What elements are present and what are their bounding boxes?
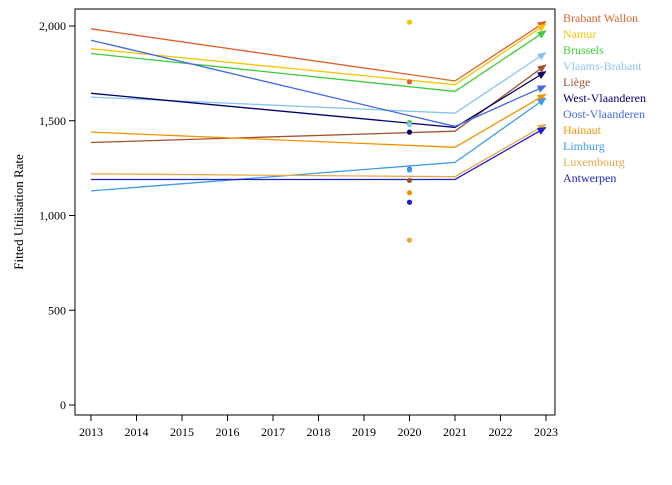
x-tick-label: 2016 — [216, 425, 240, 439]
series-points-2020 — [406, 19, 413, 243]
x-tick-label: 2018 — [307, 425, 331, 439]
x-tick-label: 2021 — [443, 425, 467, 439]
series-arrowhead-2 — [536, 30, 547, 39]
plot-frame — [74, 8, 556, 416]
y-tick-label: 1,000 — [39, 209, 66, 223]
x-tick-label: 2017 — [261, 425, 285, 439]
series-line-0 — [90, 20, 547, 82]
series-point-10 — [406, 199, 413, 205]
x-tick-label: 2022 — [489, 425, 513, 439]
series-point-7 — [406, 190, 413, 196]
y-tick-label: 500 — [48, 303, 66, 317]
series-point-4 — [406, 177, 413, 184]
series-arrowhead-10 — [536, 127, 547, 135]
x-tick-label: 2020 — [398, 425, 422, 439]
series-line-2 — [90, 30, 547, 93]
y-axis-label: Fitted Utilisation Rate — [11, 154, 26, 270]
legend-entry-0: Brabant Wallon — [563, 11, 638, 25]
series-arrowhead-8 — [536, 97, 547, 106]
x-tick-label: 2023 — [534, 425, 558, 439]
legend-entry-5: West-Vlaanderen — [563, 91, 646, 105]
series-point-0 — [406, 79, 413, 85]
series-line-5 — [90, 70, 547, 129]
series-line-4 — [90, 64, 547, 144]
series-arrowhead-4 — [537, 64, 547, 73]
series-lines — [90, 20, 547, 192]
legend-entry-8: Limburg — [563, 139, 605, 153]
series-point-5 — [406, 129, 413, 135]
series-point-8 — [406, 167, 413, 173]
y-tick-label: 1,500 — [39, 114, 66, 128]
series-line-6 — [90, 39, 547, 128]
legend-entry-7: Hainaut — [563, 123, 602, 137]
legend-entry-10: Antwerpen — [563, 171, 616, 185]
axes: 2013 2014 2015 2016 2017 2018 2019 2020 2021 2022… — [39, 19, 558, 439]
series-line-7 — [90, 93, 547, 148]
series-point-3 — [406, 121, 413, 128]
series-arrowhead-7 — [536, 93, 547, 102]
series-arrowhead-3 — [536, 52, 547, 61]
legend-entry-4: Liège — [563, 75, 590, 89]
x-tick-label: 2015 — [170, 425, 194, 439]
x-tick-label: 2014 — [125, 425, 149, 439]
legend-entry-6: Oost-Vlaanderen — [563, 107, 645, 121]
series-point-1 — [406, 19, 413, 25]
series-line-1 — [90, 23, 547, 86]
series-line-10 — [91, 126, 547, 181]
series-arrowhead-1 — [536, 23, 547, 32]
y-tick-label: 2,000 — [39, 19, 66, 33]
series-line-3 — [90, 51, 547, 114]
legend-entry-2: Brussels — [563, 43, 604, 57]
x-tick-label: 2019 — [352, 425, 376, 439]
y-tick-label: 0 — [60, 398, 66, 412]
legend-entry-1: Namur — [563, 27, 596, 41]
legend-entry-9: Luxembourg — [563, 155, 625, 169]
legend-entry-3: Vlaams-Brabant — [563, 59, 642, 73]
legend: Brabant Wallon Namur Brussels Vlaams-Braban… — [563, 11, 646, 185]
series-arrowhead-5 — [536, 71, 547, 80]
series-line-8 — [90, 97, 547, 192]
series-line-9 — [90, 123, 547, 178]
series-arrowhead-6 — [536, 85, 547, 93]
series-point-9 — [406, 237, 413, 243]
x-tick-label: 2013 — [79, 425, 103, 439]
